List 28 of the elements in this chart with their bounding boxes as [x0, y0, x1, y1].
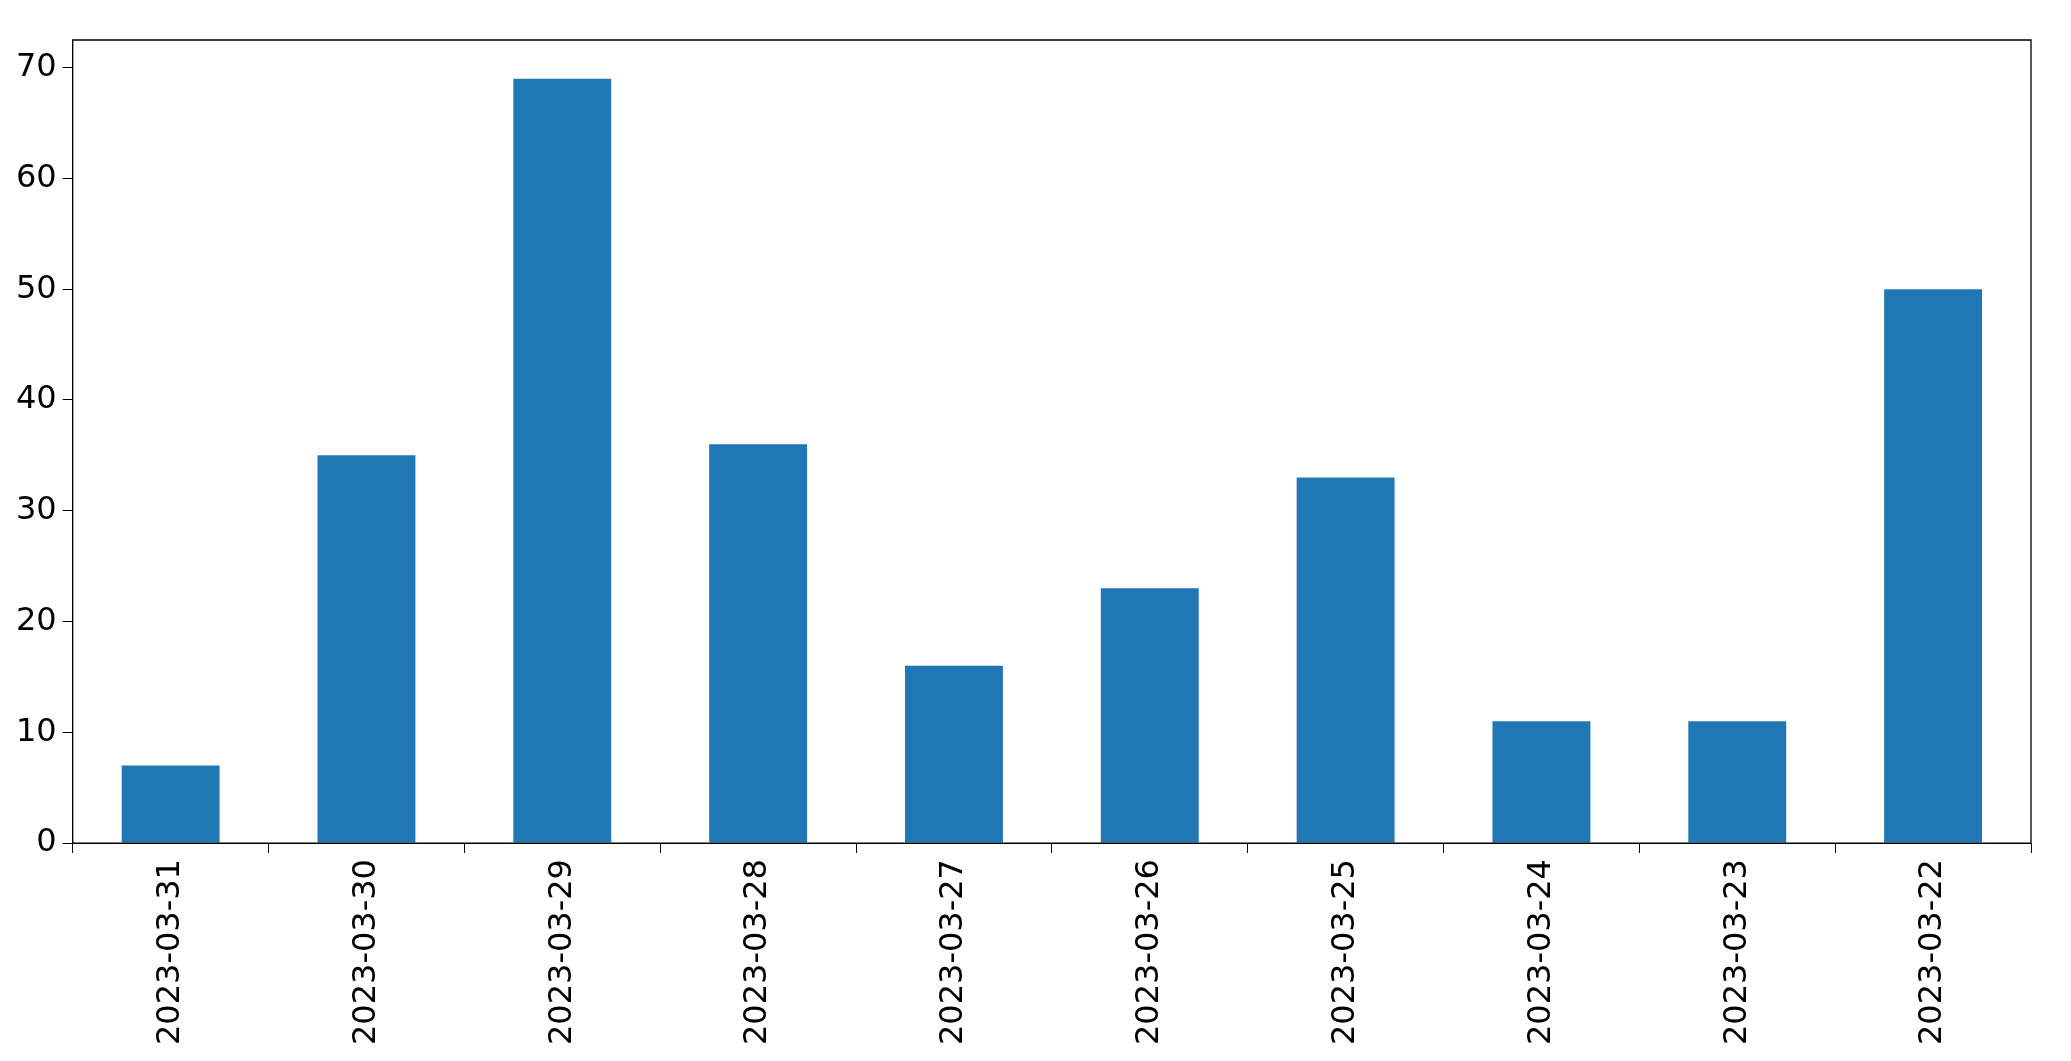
y-tick-label: 0	[36, 821, 57, 860]
x-tick-label: 2023-03-22	[1911, 859, 1950, 1045]
y-tick-label: 10	[16, 710, 57, 749]
bar	[1492, 721, 1591, 843]
x-tick-label: 2023-03-28	[736, 859, 775, 1045]
x-tick-label: 2023-03-25	[1323, 859, 1362, 1045]
y-tick-label: 50	[16, 267, 57, 306]
y-tick-label: 30	[16, 489, 57, 528]
x-tick-label: 2023-03-30	[344, 859, 383, 1045]
bar	[513, 78, 612, 843]
y-tick-label: 70	[16, 46, 57, 84]
bar	[1884, 289, 1983, 843]
y-tick-label: 40	[16, 378, 57, 417]
bar	[904, 665, 1003, 843]
x-tick-label: 2023-03-29	[540, 859, 579, 1045]
bar	[709, 444, 808, 843]
x-tick-label: 2023-03-24	[1519, 859, 1558, 1045]
x-tick-label: 2023-03-23	[1715, 859, 1754, 1045]
bar	[1100, 588, 1199, 843]
y-tick-label: 20	[16, 599, 57, 638]
x-tick-label: 2023-03-31	[148, 859, 187, 1045]
x-tick-label: 2023-03-27	[932, 859, 971, 1045]
bar	[1296, 477, 1395, 843]
y-tick-label: 60	[16, 156, 57, 195]
bar	[1688, 721, 1787, 843]
x-tick-label: 2023-03-26	[1128, 859, 1167, 1045]
bar	[317, 455, 416, 843]
bar	[121, 765, 220, 843]
